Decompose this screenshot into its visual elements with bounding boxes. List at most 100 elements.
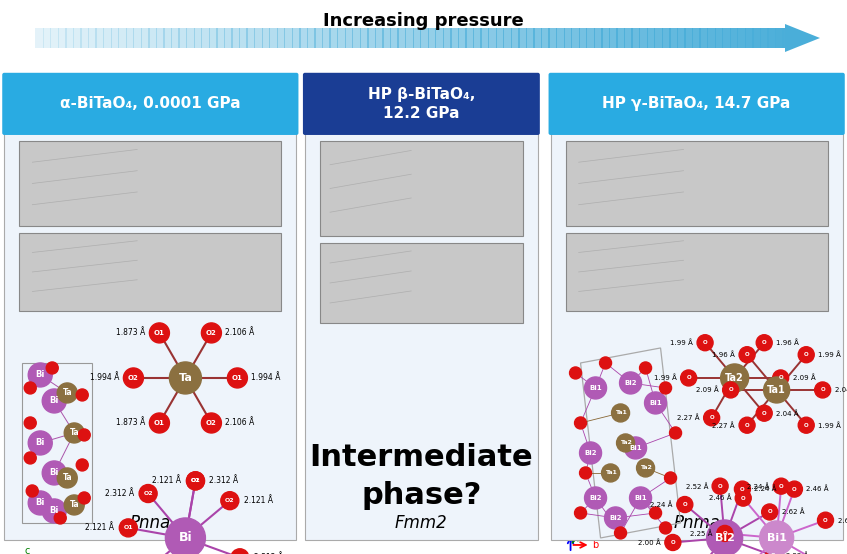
Bar (412, 28, 421, 48)
Bar (246, 28, 255, 48)
Bar (617, 28, 625, 48)
Bar (35, 28, 44, 48)
Circle shape (773, 478, 789, 494)
Bar (148, 28, 157, 48)
Text: 2.46 Å: 2.46 Å (806, 486, 829, 493)
Text: 2.09 Å: 2.09 Å (793, 375, 816, 381)
Circle shape (619, 372, 641, 394)
FancyBboxPatch shape (549, 73, 844, 135)
Circle shape (78, 492, 91, 504)
Bar (322, 28, 330, 48)
Circle shape (706, 520, 743, 554)
Circle shape (574, 507, 587, 519)
Circle shape (665, 472, 677, 484)
Text: Intermediate
phase?: Intermediate phase? (309, 443, 534, 510)
Bar (201, 28, 210, 48)
Bar (563, 28, 573, 48)
Text: 2.27 Å: 2.27 Å (712, 422, 735, 429)
Text: O2: O2 (128, 375, 139, 381)
Bar (284, 28, 293, 48)
Bar (767, 28, 776, 48)
Bar (239, 28, 247, 48)
Circle shape (28, 363, 53, 387)
Circle shape (660, 522, 672, 534)
Bar (745, 28, 754, 48)
Text: Bi: Bi (49, 397, 59, 406)
Text: Pnna: Pnna (130, 514, 171, 532)
Text: 2.24 Å: 2.24 Å (747, 483, 769, 490)
Bar (692, 28, 700, 48)
Bar (216, 28, 225, 48)
Bar (299, 28, 308, 48)
Text: Increasing pressure: Increasing pressure (323, 12, 524, 30)
Bar (473, 28, 482, 48)
Text: Bi2: Bi2 (590, 495, 602, 501)
Text: 2.46 Å: 2.46 Å (709, 495, 731, 501)
Text: 1.96 Å: 1.96 Å (712, 351, 735, 358)
Bar (110, 28, 119, 48)
Text: 2.121 Å: 2.121 Å (152, 476, 181, 485)
Circle shape (149, 413, 169, 433)
Circle shape (615, 527, 627, 539)
Bar (566, 141, 828, 226)
Bar (390, 28, 399, 48)
Circle shape (798, 417, 814, 433)
Text: O: O (671, 540, 675, 545)
Bar (305, 133, 538, 540)
Bar (125, 28, 135, 48)
Circle shape (42, 461, 66, 485)
Circle shape (645, 392, 667, 414)
Bar (534, 28, 542, 48)
Circle shape (817, 512, 833, 528)
Text: 2.04 Å: 2.04 Å (776, 410, 799, 417)
Text: Bi1: Bi1 (767, 533, 787, 543)
Circle shape (786, 481, 802, 497)
Circle shape (639, 362, 651, 374)
Bar (488, 28, 497, 48)
Circle shape (76, 389, 88, 401)
Bar (352, 28, 361, 48)
Bar (435, 28, 444, 48)
Circle shape (186, 472, 204, 490)
Text: 2.27 Å: 2.27 Å (677, 414, 700, 421)
Bar (208, 28, 218, 48)
Circle shape (28, 431, 53, 455)
Text: 2.04 Å: 2.04 Å (834, 387, 847, 393)
Circle shape (660, 382, 672, 394)
Bar (269, 28, 278, 48)
Bar (722, 28, 731, 48)
Bar (133, 28, 142, 48)
Circle shape (697, 335, 713, 351)
Circle shape (227, 368, 247, 388)
Circle shape (76, 459, 88, 471)
Bar (579, 28, 588, 48)
Bar (715, 28, 723, 48)
Text: 1.99 Å: 1.99 Å (670, 340, 693, 346)
Bar (566, 233, 828, 311)
Bar (50, 28, 59, 48)
Circle shape (637, 459, 655, 477)
Text: Ta1: Ta1 (605, 470, 617, 475)
Bar (518, 28, 527, 48)
Text: O: O (762, 340, 767, 345)
Circle shape (756, 335, 772, 351)
Bar (556, 28, 565, 48)
Bar (163, 28, 172, 48)
Bar (639, 28, 648, 48)
Bar (551, 133, 843, 540)
Circle shape (766, 548, 782, 554)
Bar (65, 28, 74, 48)
Circle shape (202, 323, 221, 343)
Circle shape (186, 472, 204, 490)
Text: O: O (762, 411, 767, 416)
Text: 2.121 Å: 2.121 Å (244, 496, 273, 505)
Bar (571, 28, 580, 48)
Text: O: O (823, 517, 828, 522)
Bar (382, 28, 391, 48)
Text: 2.09 Å: 2.09 Å (696, 387, 718, 393)
Circle shape (569, 367, 582, 379)
Circle shape (42, 389, 66, 413)
Bar (171, 28, 180, 48)
Text: O: O (741, 496, 745, 501)
Bar (224, 28, 233, 48)
